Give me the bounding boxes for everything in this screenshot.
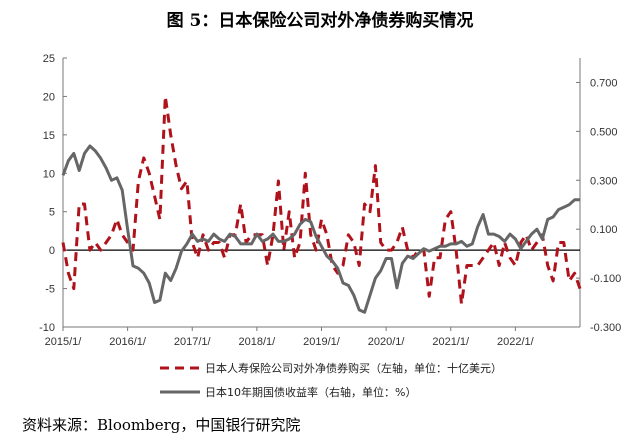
- x-axis-ticks: 2015/1/2016/1/2017/1/2018/1/2019/1/2020/…: [45, 327, 535, 348]
- x-tick-label: 2015/1/: [45, 336, 83, 348]
- legend-label: 日本10年期国债收益率（右轴，单位：%）: [205, 385, 416, 399]
- right-axis-ticks: 0.700 0.500 0.300 0.100 -0.100 -0.300: [576, 77, 621, 334]
- x-tick-label: 2019/1/: [303, 336, 341, 348]
- legend-label: 日本人寿保险公司对外净债券购买（左轴，单位：十亿美元）: [205, 361, 502, 375]
- left-tick-label: 25: [43, 53, 55, 65]
- left-tick-label: -10: [39, 322, 55, 334]
- x-tick-label: 2018/1/: [239, 336, 277, 348]
- x-tick-label: 2022/1/: [497, 336, 535, 348]
- right-tick-label: 0.300: [590, 175, 618, 187]
- left-tick-label: 10: [43, 168, 55, 180]
- chart-title: 图 5：日本保险公司对外净债券购买情况: [166, 11, 474, 31]
- source-note: 资料来源：Bloomberg，中国银行研究院: [22, 416, 301, 434]
- plot-frame: [62, 58, 581, 328]
- left-tick-label: 20: [43, 91, 55, 103]
- left-tick-label: 15: [43, 130, 55, 142]
- right-tick-label: 0.500: [590, 126, 618, 138]
- legend: 日本人寿保险公司对外净债券购买（左轴，单位：十亿美元） 日本10年期国债收益率（右…: [160, 361, 502, 399]
- series-line-jgb-10y-yield: [61, 144, 580, 314]
- x-tick-label: 2017/1/: [174, 336, 212, 348]
- x-tick-label: 2020/1/: [368, 336, 406, 348]
- left-tick-label: 5: [49, 207, 55, 219]
- right-tick-label: 0.100: [590, 224, 618, 236]
- x-tick-label: 2016/1/: [109, 336, 147, 348]
- right-tick-label: 0.700: [590, 77, 618, 89]
- series-line-insurer-net-bond-purchases: [61, 94, 582, 306]
- right-tick-label: -0.300: [590, 322, 621, 334]
- right-tick-label: -0.100: [590, 273, 621, 285]
- series-lines: [61, 94, 582, 314]
- left-tick-label: 0: [49, 245, 55, 257]
- left-tick-label: -5: [45, 284, 55, 296]
- x-tick-label: 2021/1/: [432, 336, 470, 348]
